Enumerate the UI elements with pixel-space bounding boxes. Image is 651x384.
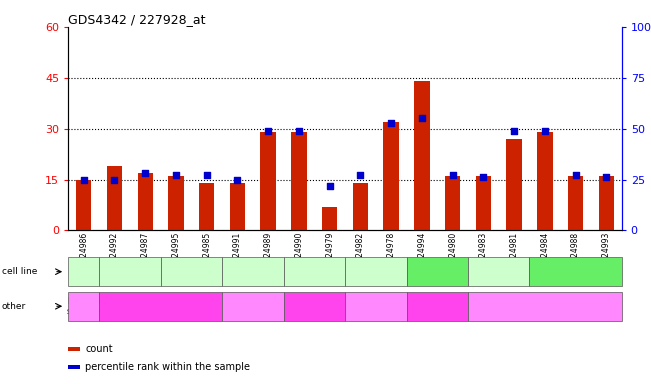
Bar xyxy=(68,347,80,351)
Point xyxy=(294,127,304,134)
Point xyxy=(232,177,243,183)
Point xyxy=(171,172,181,179)
Text: MRK-003 sensitive: MRK-003 sensitive xyxy=(510,302,580,311)
Text: MRK-003
non-sensitive: MRK-003 non-sensitive xyxy=(411,296,463,316)
Text: Panc198: Panc198 xyxy=(111,267,149,276)
Text: Panc219: Panc219 xyxy=(234,267,272,276)
Text: JH033: JH033 xyxy=(70,267,97,276)
Bar xyxy=(445,176,460,230)
Bar xyxy=(476,176,491,230)
Text: MRK-003 non-sensitive: MRK-003 non-sensitive xyxy=(117,302,204,311)
Text: MRK-003
sensitive: MRK-003 sensitive xyxy=(359,296,393,316)
Bar xyxy=(599,176,614,230)
Text: Panc253: Panc253 xyxy=(295,267,333,276)
Point xyxy=(386,119,396,126)
Point xyxy=(447,172,458,179)
Point xyxy=(478,174,488,180)
Text: MRK-003
sensitive: MRK-003 sensitive xyxy=(66,296,101,316)
Bar xyxy=(68,365,80,369)
Bar xyxy=(537,132,553,230)
Point xyxy=(324,182,335,189)
Point xyxy=(417,115,427,121)
Text: other: other xyxy=(2,302,26,311)
Point xyxy=(201,172,212,179)
Bar xyxy=(260,132,276,230)
Text: MRK-003
sensitive: MRK-003 sensitive xyxy=(236,296,270,316)
Bar xyxy=(168,176,184,230)
Point xyxy=(601,174,611,180)
Point xyxy=(570,172,581,179)
Text: cell line: cell line xyxy=(2,267,37,276)
Text: Panc215: Panc215 xyxy=(172,267,210,276)
Bar xyxy=(414,81,430,230)
Bar xyxy=(230,183,245,230)
Text: MRK-003
non-sensitive: MRK-003 non-sensitive xyxy=(288,296,340,316)
Bar xyxy=(506,139,522,230)
Text: Panc420: Panc420 xyxy=(557,267,595,276)
Bar xyxy=(199,183,214,230)
Text: Panc374: Panc374 xyxy=(480,267,518,276)
Point xyxy=(109,177,120,183)
Bar xyxy=(353,183,368,230)
Text: Panc265: Panc265 xyxy=(357,267,395,276)
Point xyxy=(355,172,366,179)
Bar xyxy=(322,207,337,230)
Bar xyxy=(137,173,153,230)
Bar xyxy=(291,132,307,230)
Bar xyxy=(76,180,91,230)
Text: Panc291: Panc291 xyxy=(418,267,456,276)
Point xyxy=(140,170,150,177)
Point xyxy=(509,127,519,134)
Text: GDS4342 / 227928_at: GDS4342 / 227928_at xyxy=(68,13,206,26)
Bar xyxy=(383,122,399,230)
Point xyxy=(540,127,550,134)
Point xyxy=(263,127,273,134)
Point xyxy=(79,177,89,183)
Text: count: count xyxy=(85,344,113,354)
Text: percentile rank within the sample: percentile rank within the sample xyxy=(85,362,250,372)
Bar xyxy=(107,166,122,230)
Bar xyxy=(568,176,583,230)
